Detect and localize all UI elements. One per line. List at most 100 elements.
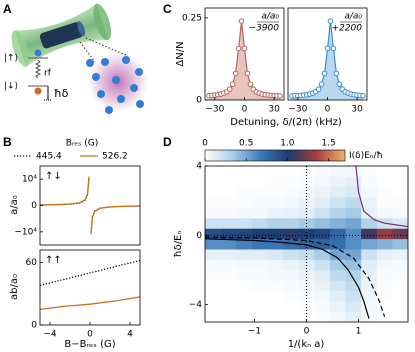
heat-cell <box>236 311 253 322</box>
annotation: a/a₀ <box>344 12 362 22</box>
legend-label: 526.2 <box>102 152 128 162</box>
heat-cell <box>205 290 221 302</box>
colorbar <box>204 149 346 162</box>
annotation: a/a₀ <box>261 12 279 22</box>
theory-line <box>205 238 370 319</box>
heat-cell <box>236 176 253 188</box>
heat-cell <box>392 228 408 240</box>
heat-cell <box>314 238 331 250</box>
heat-cell <box>283 186 299 198</box>
x-axis-label: B−Bᵣₑₛ (G) <box>64 339 115 350</box>
heat-cell <box>220 290 237 302</box>
heat-cell <box>236 249 253 260</box>
heat-cell <box>236 280 253 292</box>
heat-cell <box>251 166 268 177</box>
heat-cell <box>329 166 346 177</box>
y-tick-label: 0 <box>196 231 202 241</box>
heat-cell <box>361 186 378 198</box>
heat-cell <box>220 207 237 219</box>
heat-cell <box>251 270 268 281</box>
illustration: A |↑⟩ |↓⟩ rf ħδ <box>3 2 148 114</box>
line <box>40 179 140 232</box>
heat-cell <box>283 207 299 219</box>
heat-cell <box>376 311 393 322</box>
heat-cell <box>329 301 346 312</box>
heat-cell <box>392 166 408 177</box>
heat-cell <box>267 301 284 312</box>
heat-cell <box>392 259 408 271</box>
x-axis-label: Detuning, δ/(2π) (kHz) <box>230 117 342 128</box>
beam-end <box>11 30 30 67</box>
heat-cell <box>205 301 221 312</box>
x-tick-label: 0 <box>87 330 93 340</box>
heat-cell <box>267 207 284 219</box>
legend-title: Bᵣₑₛ (G) <box>66 139 98 149</box>
heat-cell <box>298 207 315 219</box>
heat-cell <box>314 166 331 177</box>
heat-cell <box>267 249 284 260</box>
heat-cell <box>376 166 393 177</box>
data-point <box>360 92 366 99</box>
fit-area <box>208 21 281 100</box>
x-tick-label: −1 <box>248 327 261 337</box>
heat-cell <box>205 197 221 208</box>
heat-cell <box>251 301 268 312</box>
heat-cell <box>361 176 378 188</box>
heat-cell <box>314 186 331 198</box>
heat-cell <box>361 228 378 240</box>
heat-cell <box>376 301 393 312</box>
atoms <box>86 56 144 114</box>
heat-cell <box>251 259 268 271</box>
heat-cell <box>267 270 284 281</box>
heat-cell <box>236 186 253 198</box>
data-point <box>315 86 322 92</box>
heat-cell <box>361 218 378 229</box>
heat-cell <box>376 186 393 198</box>
heat-cell <box>283 280 299 292</box>
heat-cell <box>376 207 393 219</box>
heat-cell <box>205 270 221 281</box>
heat-cell <box>361 259 378 271</box>
heat-cell <box>236 218 253 229</box>
heat-cell <box>236 207 253 219</box>
data-point <box>318 81 325 88</box>
colorbar-tick-label: 1.5 <box>321 139 335 149</box>
heat-cell <box>376 290 393 302</box>
heat-cell <box>283 176 299 188</box>
data-point <box>232 70 239 77</box>
state-up: |↑⟩ <box>4 54 18 64</box>
heat-cell <box>205 259 221 271</box>
x-tick-label: 30 <box>268 105 280 115</box>
heat-cell <box>329 280 346 292</box>
heat-cell <box>205 166 221 177</box>
x-axis-label: 1/(kₙ a) <box>288 339 325 350</box>
cloud <box>39 22 83 49</box>
data-point <box>241 45 248 52</box>
theory-line <box>355 166 408 228</box>
heat-cell <box>220 186 237 198</box>
heat-cell <box>220 311 237 322</box>
heat-cell <box>283 197 299 208</box>
heat-cell <box>267 197 284 208</box>
heat-cell <box>267 259 284 271</box>
heat-cell <box>251 249 268 260</box>
y-axis-label: a/a₀ <box>9 195 20 215</box>
heat-cell <box>236 238 253 250</box>
heat-cell <box>314 301 331 312</box>
data-point <box>229 81 236 88</box>
heat-cell <box>361 311 378 322</box>
heat-cell <box>236 166 253 177</box>
x-tick-label: −30 <box>288 105 307 115</box>
theory-line <box>205 236 386 317</box>
heat-cell <box>267 290 284 302</box>
heat-cell <box>205 238 221 250</box>
data-point <box>247 81 254 88</box>
heat-cell <box>251 228 268 240</box>
heat-cell <box>283 249 299 260</box>
heat-cell <box>314 311 331 322</box>
annotation: ↑↓ <box>45 171 62 182</box>
y-tick-label: 60 <box>26 258 38 268</box>
data-point <box>327 18 334 24</box>
data-point <box>324 45 331 52</box>
level-diagram: |↑⟩ |↓⟩ rf ħδ <box>4 49 69 101</box>
